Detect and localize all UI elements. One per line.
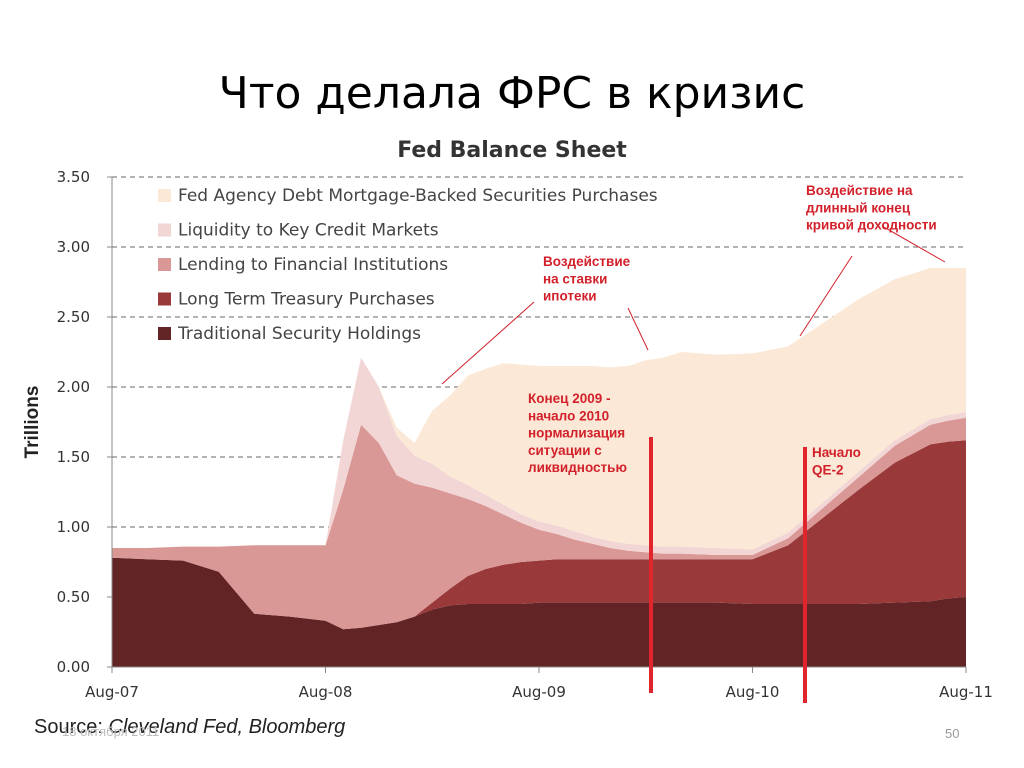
annotation-line: Начало xyxy=(812,445,861,460)
annotation-line: на ставки xyxy=(543,271,607,286)
x-tick-label: Aug-08 xyxy=(299,683,353,701)
page-number: 50 xyxy=(945,726,960,741)
stacked-areas xyxy=(112,268,966,667)
y-tick-label: 0.50 xyxy=(57,588,90,606)
legend-swatch-4 xyxy=(158,223,171,237)
callout-line-long-end xyxy=(881,225,946,263)
legend-swatch-2 xyxy=(158,292,171,306)
legend-label-5: Fed Agency Debt Mortgage-Backed Securiti… xyxy=(178,186,658,206)
annotation-2: Воздействие на ставки ипотеки xyxy=(543,254,631,304)
y-tick-label: 1.00 xyxy=(57,518,90,536)
x-tick-label: Aug-11 xyxy=(939,683,993,701)
annotation-line: ситуации с xyxy=(528,443,602,458)
x-tick-label: Aug-09 xyxy=(512,683,566,701)
legend-swatch-1 xyxy=(158,327,171,340)
legend-swatch-3 xyxy=(158,258,171,271)
y-tick-label: 3.50 xyxy=(57,168,90,186)
annotation-line: кривой доходности xyxy=(806,218,937,233)
y-tick-label: 1.50 xyxy=(57,448,90,466)
callout-line-mortgage xyxy=(441,301,535,385)
annotation-line: ипотеки xyxy=(543,289,597,304)
legend-label-4: Liquidity to Key Credit Markets xyxy=(178,221,439,241)
legend-swatch-5 xyxy=(158,189,171,202)
slide-date: 18 октября 2011 xyxy=(62,724,160,739)
y-axis-label: Trillions xyxy=(22,386,43,459)
area-series-3 xyxy=(112,417,966,630)
area-series-2 xyxy=(112,440,966,630)
legend-label-3: Lending to Financial Institutions xyxy=(178,255,448,275)
x-tick-label: Aug-07 xyxy=(85,683,139,701)
annotation-3: Конец 2009 - начало 2010 нормализация ситуа… xyxy=(528,391,627,475)
annotation-line: Воздействие на xyxy=(806,183,913,198)
slide-title: Что делала ФРС в кризис xyxy=(218,68,806,119)
y-tick-label: 0.00 xyxy=(57,658,90,676)
area-series-5 xyxy=(112,268,966,550)
legend-label-1: Traditional Security Holdings xyxy=(177,324,421,344)
annotation-line: QE-2 xyxy=(812,462,844,477)
area-series-1 xyxy=(112,557,966,667)
source-label: Source: xyxy=(34,716,103,738)
y-tick-label: 2.00 xyxy=(57,378,90,396)
y-tick-label: 2.50 xyxy=(57,308,90,326)
annotation-4: Начало QE-2 xyxy=(812,445,861,477)
annotation-line: Воздействие xyxy=(543,254,631,269)
annotation-line: нормализация xyxy=(528,426,625,441)
annotation-1: Воздействие на длинный конец кривой доходн… xyxy=(806,183,937,233)
chart-title: Fed Balance Sheet xyxy=(397,138,627,163)
x-tick-label: Aug-10 xyxy=(726,683,780,701)
annotation-line: Конец 2009 - xyxy=(528,391,610,406)
callout-line-long-end-2 xyxy=(799,255,853,337)
legend-label-2: Long Term Treasury Purchases xyxy=(178,290,435,310)
annotation-line: ликвидностью xyxy=(528,460,627,475)
annotation-line: начало 2010 xyxy=(528,408,609,423)
source-text: Cleveland Fed, Bloomberg xyxy=(108,716,346,738)
callout-line-mortgage-2 xyxy=(627,307,649,351)
annotation-line: длинный конец xyxy=(806,200,911,215)
source-note: Source: Cleveland Fed, Bloomberg xyxy=(34,716,345,739)
y-tick-label: 3.00 xyxy=(57,238,90,256)
